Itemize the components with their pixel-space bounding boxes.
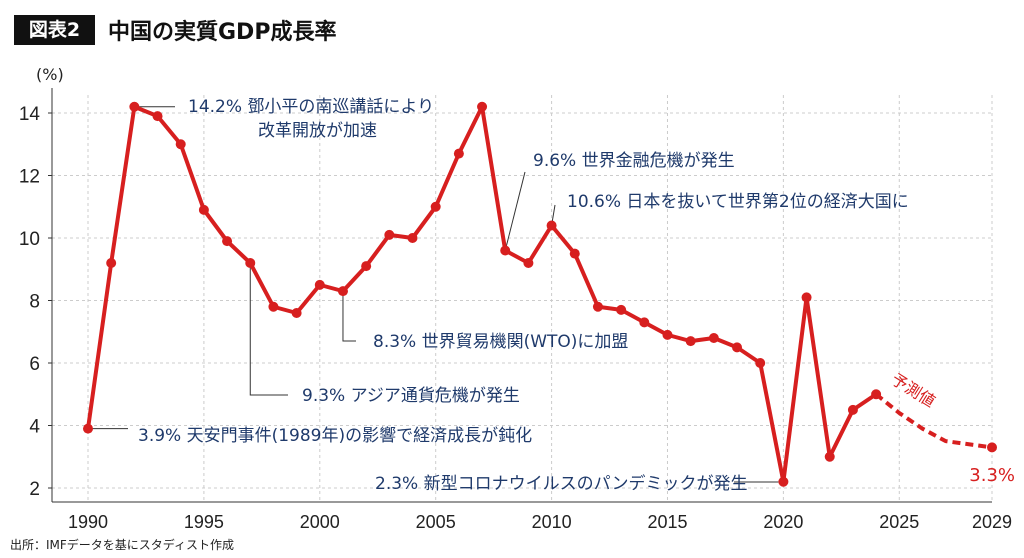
data-point xyxy=(268,301,279,312)
data-point xyxy=(453,148,464,159)
data-point xyxy=(245,258,256,268)
data-point xyxy=(152,111,163,122)
y-tick-label: 8 xyxy=(29,292,40,313)
data-point xyxy=(477,101,488,112)
x-tick-label: 2010 xyxy=(532,512,572,532)
data-point xyxy=(106,258,117,268)
data-point xyxy=(685,336,696,347)
annotation-text: 9.6% 世界金融危機が発生 xyxy=(533,151,735,171)
forecast-line xyxy=(874,392,993,450)
data-point xyxy=(175,139,186,150)
y-tick-label: 10 xyxy=(19,229,40,250)
x-tick-label: 2005 xyxy=(416,512,456,532)
data-point xyxy=(198,204,209,215)
data-point xyxy=(755,358,766,368)
data-point xyxy=(801,292,812,303)
data-point xyxy=(337,286,348,297)
data-point xyxy=(592,301,603,312)
data-point xyxy=(616,304,627,315)
source-note: 出所：IMFデータを基にスタディスト作成 xyxy=(10,538,234,552)
data-point xyxy=(778,476,789,487)
data-point xyxy=(129,101,140,112)
data-point xyxy=(824,451,835,462)
data-point xyxy=(291,308,302,318)
forecast-end-label: 3.3% xyxy=(969,465,1015,486)
annotation-text: 3.9% 天安門事件(1989年)の影響で経済成長が鈍化 xyxy=(138,426,532,446)
data-point xyxy=(361,261,372,272)
data-point xyxy=(314,279,325,290)
x-tick-label: 1995 xyxy=(184,512,224,532)
x-tick-label: 2000 xyxy=(300,512,340,532)
data-point xyxy=(546,220,557,231)
data-point xyxy=(430,201,441,212)
data-point xyxy=(847,404,858,415)
annotation-leader xyxy=(342,291,356,342)
forecast-label: 予測値 xyxy=(888,370,939,412)
data-point xyxy=(384,229,395,240)
x-tick-label: 2025 xyxy=(879,512,919,532)
annotation-text: 改革開放が加速 xyxy=(258,121,377,141)
data-point xyxy=(407,233,418,243)
data-point xyxy=(662,329,673,340)
y-tick-label: 4 xyxy=(29,417,40,438)
figure-badge: 図表2 xyxy=(14,15,95,45)
annotation-text: 9.3% アジア通貨危機が発生 xyxy=(302,386,520,406)
data-point xyxy=(500,245,511,256)
annotation-leader xyxy=(249,263,288,396)
y-tick-label: 2 xyxy=(29,479,40,500)
annotation-text: 8.3% 世界貿易機関(WTO)に加盟 xyxy=(373,332,628,352)
forecast-end-point xyxy=(987,442,997,453)
y-tick-label: 6 xyxy=(29,354,40,375)
data-point xyxy=(83,423,93,434)
data-point xyxy=(639,317,650,328)
data-point xyxy=(523,258,534,268)
x-tick-label: 2015 xyxy=(647,512,687,532)
data-point xyxy=(871,389,882,400)
annotation-text: 2.3% 新型コロナウイルスのパンデミックが発生 xyxy=(375,473,747,494)
annotation-text: 14.2% 鄧小平の南巡講話により xyxy=(188,97,434,117)
annotation-leader xyxy=(504,171,526,251)
data-point xyxy=(708,333,719,343)
data-point xyxy=(222,236,233,247)
data-point xyxy=(732,342,743,353)
y-axis-label: (%) xyxy=(36,65,64,84)
x-tick-label: 2029 xyxy=(972,512,1012,532)
y-tick-label: 14 xyxy=(19,104,41,125)
annotation-text: 10.6% 日本を抜いて世界第2位の経済大国に xyxy=(567,192,909,212)
data-point xyxy=(569,248,580,259)
chart-title: 中国の実質GDP成長率 xyxy=(108,20,337,45)
x-tick-label: 1990 xyxy=(68,512,108,532)
x-tick-label: 2020 xyxy=(763,512,803,532)
y-tick-label: 12 xyxy=(19,167,40,188)
